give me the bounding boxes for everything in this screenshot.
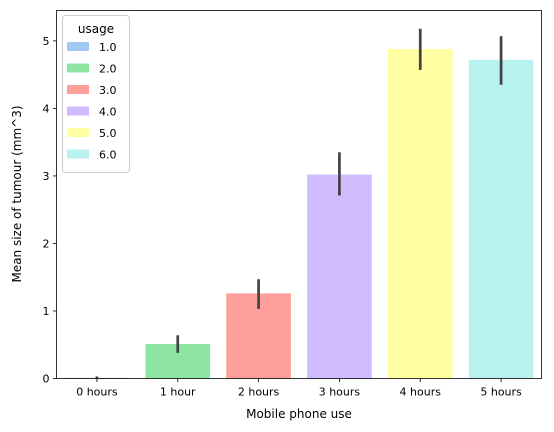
legend-swatch [67,149,89,159]
legend-label: 2.0 [99,63,117,76]
legend-label: 4.0 [99,106,117,119]
bar-3-hours [307,174,372,379]
bar-4-hours [387,48,453,379]
x-tick-label: 4 hours [400,386,442,399]
legend-swatch [67,63,89,73]
legend-title: usage [78,22,114,36]
x-axis: 0 hours 1 hour 2 hours 3 hours 4 hours 5 hour… [76,378,522,399]
y-tick-label: 3 [43,170,50,183]
y-axis: 0 1 2 3 4 5 [43,35,57,386]
y-tick-label: 1 [43,305,50,318]
legend-swatch [67,106,89,116]
bars-layer [64,48,534,379]
y-tick-label: 0 [43,373,50,386]
legend-swatch [67,85,89,94]
x-tick-label: 0 hours [76,386,118,399]
x-tick-label: 3 hours [319,386,361,399]
y-tick-label: 2 [43,237,50,250]
legend-swatch [67,128,89,137]
x-axis-label: Mobile phone use [246,407,352,421]
legend-label: 1.0 [99,41,117,54]
legend: usage 1.0 2.0 3.0 4.0 5.0 6.0 [62,15,130,173]
legend-label: 3.0 [99,84,117,97]
x-tick-label: 2 hours [238,386,280,399]
x-tick-label: 1 hour [160,386,196,399]
y-axis-label: Mean size of tumour (mm^3) [10,105,24,282]
plot-frame [56,10,542,379]
bar-5-hours [468,59,534,379]
legend-swatch [67,42,89,51]
legend-label: 6.0 [99,149,117,162]
legend-items: 1.0 2.0 3.0 4.0 5.0 6.0 [67,41,117,162]
y-tick-label: 4 [43,102,50,115]
y-tick-label: 5 [43,35,50,48]
error-bars-layer [95,28,503,379]
legend-label: 5.0 [99,127,117,140]
x-tick-label: 5 hours [480,386,522,399]
